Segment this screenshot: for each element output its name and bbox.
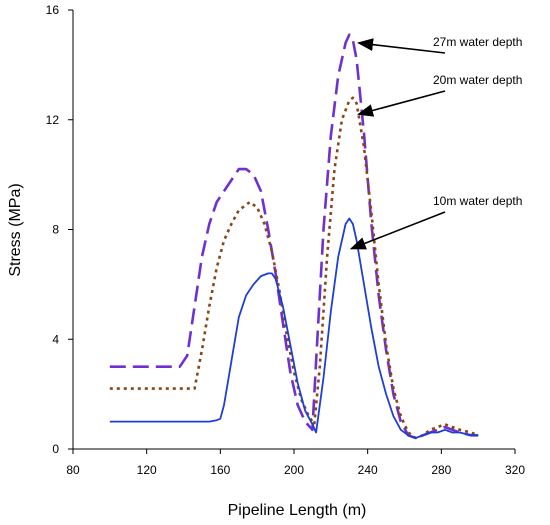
annotation-label: 10m water depth	[433, 194, 522, 208]
series-group	[109, 33, 479, 440]
y-tick-label: 16	[46, 3, 60, 17]
x-tick-label: 280	[431, 463, 451, 477]
annotation-label: 20m water depth	[433, 73, 522, 87]
annotation-arrow	[357, 38, 446, 54]
x-tick-label: 320	[505, 463, 525, 477]
x-tick-label: 80	[66, 463, 80, 477]
series-line-20m-water-depth	[109, 96, 479, 440]
x-axis-title: Pipeline Length (m)	[228, 502, 367, 519]
y-tick-label: 0	[52, 442, 59, 456]
x-tick-label: 240	[358, 463, 378, 477]
axes: 80 120 160 200 240 280 320 0 4 8 12 16	[46, 3, 526, 477]
y-axis-title: Stress (MPa)	[7, 183, 24, 276]
y-tick-label: 8	[52, 223, 59, 237]
series-line-27m-water-depth	[109, 33, 479, 440]
annotations: 27m water depth 20m water depth 10m water …	[349, 35, 522, 250]
y-tick-label: 12	[46, 113, 60, 127]
x-tick-label: 160	[210, 463, 230, 477]
annotation-arrow	[357, 90, 446, 117]
y-tick-label: 4	[52, 332, 59, 346]
x-tick-label: 200	[284, 463, 304, 477]
series-line-10m-water-depth	[109, 217, 479, 439]
x-tick-label: 120	[137, 463, 157, 477]
annotation-label: 27m water depth	[433, 35, 522, 49]
annotation-arrow	[349, 211, 446, 250]
